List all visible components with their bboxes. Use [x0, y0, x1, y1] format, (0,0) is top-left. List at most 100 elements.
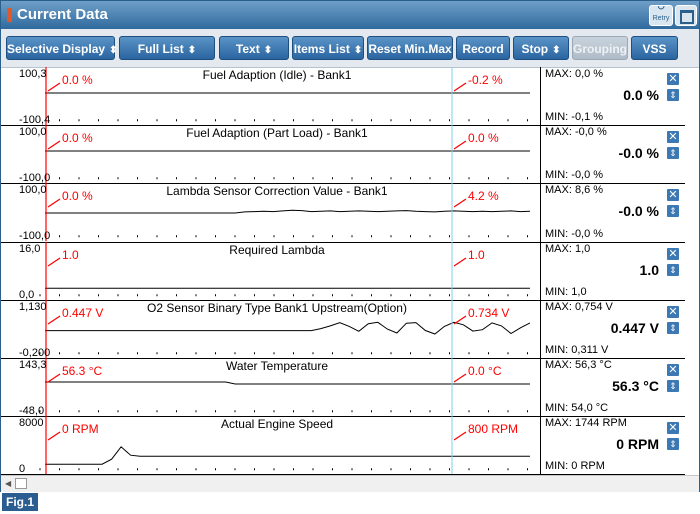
maximize-icon[interactable] [675, 5, 697, 26]
channel-trace [45, 381, 530, 385]
min-value: MIN: 54,0 °C [545, 402, 609, 415]
y-axis-min-label: -100,0 [19, 172, 50, 183]
close-icon[interactable]: ✕ [667, 247, 679, 260]
full-list-dropdown[interactable]: Full List ⬍ [119, 36, 215, 60]
channel-row: 0 RPM 800 RPM 8000 0 Actual Engine Speed MAX:… [1, 416, 685, 476]
channel-row: 56.3 °C 0.0 °C 143,3 -48,0 Water Temperature… [1, 358, 685, 418]
cursor-1-pointer [47, 82, 61, 92]
current-value: -0.0 % [618, 203, 659, 220]
vss-button[interactable]: VSS [631, 36, 678, 60]
full-list-label: Full List [137, 42, 184, 56]
max-value: MAX: 0,754 V [545, 300, 613, 313]
y-axis-min-label: -100,4 [19, 114, 50, 125]
up-down-arrow-icon[interactable]: ⇕ [667, 380, 679, 392]
channel-row: 0.0 % 0.0 % 100,0 -100,0 Fuel Adaption (Part… [1, 125, 685, 185]
channel-plot[interactable]: 0 RPM 800 RPM 8000 0 Actual Engine Speed [15, 416, 540, 475]
y-axis-min-label: 0 [19, 463, 25, 474]
channel-plot[interactable]: 56.3 °C 0.0 °C 143,3 -48,0 Water Temperature [15, 358, 540, 417]
up-down-arrow-icon[interactable]: ⇕ [667, 263, 679, 276]
channel-plot[interactable]: 1.0 1.0 16,0 0,0 Required Lambda [15, 241, 540, 300]
figure-label: Fig.1 [2, 493, 39, 511]
cursor-1-pointer [47, 140, 61, 150]
horizontal-scrollbar[interactable]: ◀ [1, 475, 699, 492]
panel-divider [540, 416, 541, 475]
scroll-thumb[interactable] [15, 478, 27, 489]
items-list-label: Items List [293, 42, 350, 56]
channel-plot[interactable]: 0.0 % 0.0 % 100,0 -100,0 Fuel Adaption (Part… [15, 125, 540, 184]
retry-label: Retry [652, 15, 670, 22]
close-icon[interactable]: ✕ [667, 73, 679, 85]
channel-title: Actual Engine Speed [221, 417, 333, 431]
y-axis-max-label: 100,3 [19, 68, 47, 80]
panel-divider [540, 241, 541, 300]
grouping-button[interactable]: Grouping [572, 36, 628, 60]
close-icon[interactable]: ✕ [667, 189, 679, 202]
channel-title: Required Lambda [229, 243, 325, 257]
reset-min-max-button[interactable]: Reset Min.Max [367, 36, 453, 60]
current-value: 1.0 [639, 261, 659, 278]
scroll-left-icon[interactable]: ◀ [5, 479, 12, 488]
channel-trace [45, 446, 530, 465]
cursor-2-value: 0.0 °C [468, 364, 502, 378]
current-value: 56.3 °C [612, 378, 659, 394]
up-down-arrow-icon[interactable]: ⇕ [667, 438, 679, 451]
up-down-arrow-icon[interactable]: ⇕ [667, 89, 679, 101]
cursor-2-pointer [453, 315, 467, 325]
cursor-1-pointer [47, 373, 61, 383]
max-value: MAX: 56,3 °C [545, 359, 612, 371]
min-value: MIN: 1,0 [545, 285, 587, 298]
text-dropdown[interactable]: Text ⬍ [219, 36, 289, 60]
cursor-2-pointer [453, 257, 467, 267]
dropdown-arrows-icon: ⬍ [552, 45, 561, 56]
max-value: MAX: 1744 RPM [545, 417, 627, 430]
close-icon[interactable]: ✕ [667, 422, 679, 435]
stop-label: Stop [521, 42, 549, 56]
items-list-dropdown[interactable]: Items List ⬍ [292, 36, 364, 60]
max-value: MAX: 0,0 % [545, 68, 604, 80]
cursor-2-value: -0.2 % [468, 73, 503, 87]
y-axis-max-label: 1,130 [19, 301, 47, 313]
stop-dropdown[interactable]: Stop ⬍ [513, 36, 569, 60]
panel-divider [540, 125, 541, 184]
min-value: MIN: 0,311 V [545, 343, 609, 356]
panel-divider [540, 299, 541, 358]
cursor-1-value: 56.3 °C [62, 364, 102, 378]
max-value: MAX: 8,6 % [545, 184, 604, 197]
close-icon[interactable]: ✕ [667, 131, 679, 144]
y-axis-min-label: -48,0 [19, 405, 44, 416]
cursor-2-pointer [453, 140, 467, 150]
channel-row: 0.447 V 0.734 V 1,130 -0,200 O2 Sensor Binar… [1, 299, 685, 359]
y-axis-max-label: 143,3 [19, 359, 47, 371]
channel-row: 1.0 1.0 16,0 0,0 Required Lambda MAX: 1,0 MIN:… [1, 241, 685, 301]
up-down-arrow-icon[interactable]: ⇕ [667, 147, 679, 160]
record-button[interactable]: Record [456, 36, 510, 60]
cursor-2-value: 1.0 [468, 248, 485, 262]
cursor-2-pointer [453, 373, 467, 383]
toolbar: Selective Display ⬍ Full List ⬍ Text ⬍ Item… [1, 29, 699, 68]
cursor-2-pointer [453, 431, 467, 441]
close-icon[interactable]: ✕ [667, 364, 679, 376]
close-icon[interactable]: ✕ [667, 305, 679, 318]
channel-title: Water Temperature [226, 359, 328, 373]
min-value: MIN: 0 RPM [545, 460, 605, 473]
cursor-1-value: 0.0 % [62, 131, 93, 145]
panel-divider [540, 67, 541, 126]
current-value: 0.0 % [623, 87, 659, 103]
channel-plot[interactable]: 0.0 % 4.2 % 100,0 -100,0 Lambda Sensor Corre… [15, 183, 540, 242]
retry-button[interactable]: ↻ Retry [649, 5, 673, 26]
dropdown-arrows-icon: ⬍ [353, 45, 363, 56]
up-down-arrow-icon[interactable]: ⇕ [667, 205, 679, 218]
y-axis-min-label: -0,200 [19, 347, 50, 358]
current-value: 0.447 V [610, 319, 659, 336]
panel-divider [540, 183, 541, 242]
up-down-arrow-icon[interactable]: ⇕ [667, 321, 679, 334]
cursor-1-pointer [47, 431, 61, 441]
y-axis-max-label: 16,0 [19, 243, 40, 255]
channel-plot[interactable]: 0.447 V 0.734 V 1,130 -0,200 O2 Sensor Binar… [15, 299, 540, 358]
cursor-2-value: 0.0 % [468, 131, 499, 145]
channel-plot[interactable]: 0.0 % -0.2 % 100,3 -100,4 Fuel Adaption (Idl… [15, 67, 540, 126]
text-label: Text [235, 42, 260, 56]
y-axis-max-label: 100,0 [19, 184, 47, 196]
channel-title: Lambda Sensor Correction Value - Bank1 [166, 184, 388, 198]
selective-display-dropdown[interactable]: Selective Display ⬍ [6, 36, 117, 60]
